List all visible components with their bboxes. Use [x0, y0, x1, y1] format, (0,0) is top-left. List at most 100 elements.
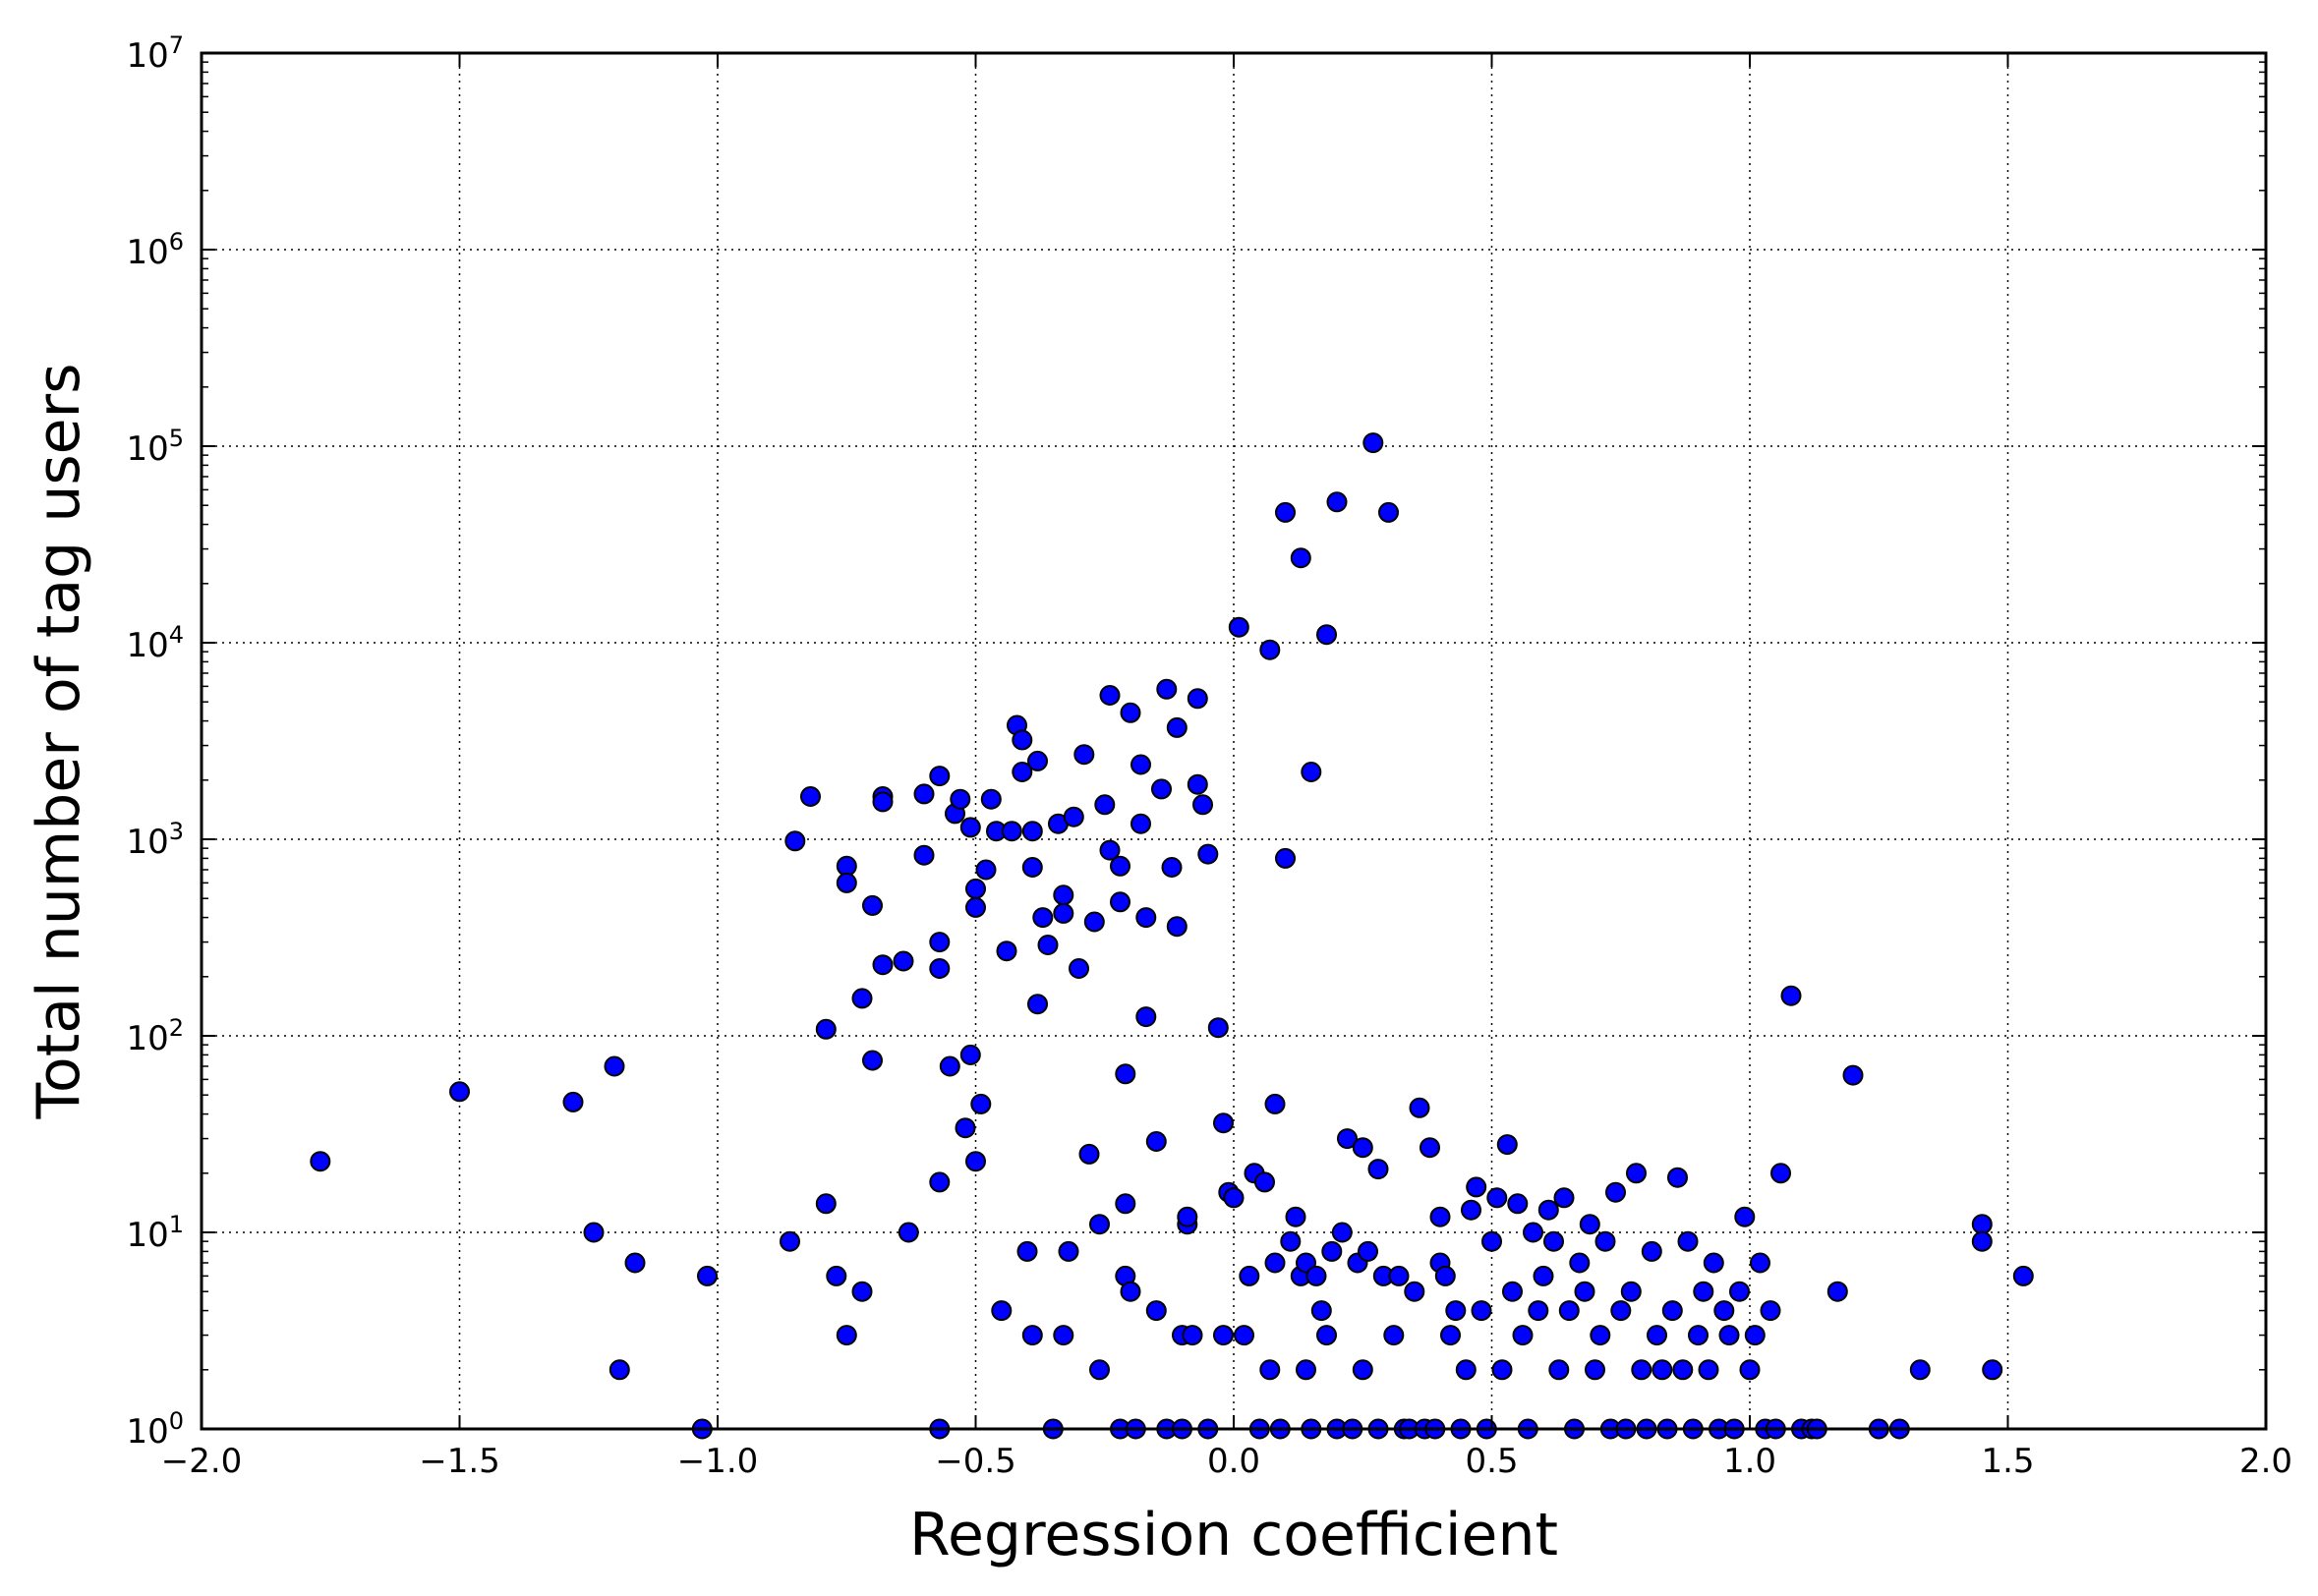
- data-point: [1053, 902, 1074, 924]
- data-point: [1110, 855, 1130, 877]
- data-point: [1455, 1359, 1477, 1381]
- x-tick-label: 1.0: [1723, 1442, 1776, 1481]
- data-point: [1135, 907, 1157, 929]
- data-point: [1207, 1017, 1229, 1039]
- data-point: [1826, 1281, 1848, 1302]
- data-point: [1301, 762, 1322, 782]
- data-point: [1058, 1240, 1079, 1262]
- data-point: [1641, 1240, 1662, 1262]
- data-point: [1110, 891, 1130, 913]
- data-point: [1115, 1193, 1136, 1215]
- data-point: [1239, 1265, 1260, 1286]
- y-tick-label: 107: [126, 31, 184, 76]
- data-point: [1734, 1206, 1756, 1227]
- data-point: [608, 1359, 630, 1381]
- data-point: [959, 817, 981, 838]
- data-point: [929, 932, 951, 953]
- data-point: [913, 783, 935, 805]
- data-point: [1094, 794, 1116, 816]
- data-point: [1982, 1359, 2003, 1381]
- data-point: [1605, 1181, 1626, 1203]
- data-point: [1115, 1063, 1136, 1085]
- data-point: [1352, 1359, 1373, 1381]
- data-point: [1842, 1064, 1864, 1086]
- data-point: [965, 896, 986, 918]
- data-point: [1362, 432, 1384, 454]
- data-point: [1099, 839, 1121, 861]
- data-point: [1404, 1281, 1425, 1302]
- data-point: [1631, 1359, 1652, 1381]
- data-point: [1661, 1300, 1683, 1322]
- data-point: [697, 1265, 718, 1286]
- data-point: [1770, 1163, 1791, 1184]
- data-point: [872, 954, 894, 976]
- data-point: [1677, 1230, 1699, 1252]
- data-point: [1461, 1199, 1481, 1221]
- data-point: [1502, 1281, 1523, 1302]
- data-point: [1021, 1325, 1043, 1346]
- data-point: [1021, 821, 1043, 842]
- data-point: [1590, 1325, 1611, 1346]
- data-point: [1069, 958, 1089, 979]
- data-point: [1760, 1300, 1781, 1322]
- data-point: [1321, 1240, 1343, 1262]
- data-point: [1647, 1325, 1667, 1346]
- plot-frame: [200, 51, 2268, 1431]
- data-point: [1310, 1300, 1332, 1322]
- data-point: [1234, 1325, 1254, 1346]
- data-point: [1744, 1325, 1766, 1346]
- y-axis-title: Total number of tag users: [25, 364, 93, 1120]
- data-point: [980, 788, 1002, 810]
- data-point: [1089, 1359, 1110, 1381]
- data-point: [1667, 1167, 1688, 1188]
- data-point: [862, 894, 883, 916]
- data-point: [1151, 778, 1172, 800]
- data-point: [1471, 1300, 1492, 1322]
- data-point: [1445, 1300, 1467, 1322]
- data-point: [1213, 1112, 1234, 1134]
- data-point: [1971, 1230, 1993, 1252]
- data-point: [1264, 1252, 1286, 1274]
- data-point: [1264, 1093, 1286, 1114]
- data-point: [1496, 1134, 1518, 1156]
- data-point: [1316, 1325, 1337, 1346]
- data-point: [1652, 1359, 1673, 1381]
- data-point: [1280, 1230, 1302, 1252]
- data-point: [1285, 1206, 1306, 1227]
- data-point: [624, 1252, 646, 1274]
- data-point: [1259, 639, 1281, 660]
- data-point: [562, 1091, 584, 1112]
- x-tick-label: −2.0: [161, 1442, 243, 1481]
- data-points: [310, 432, 2034, 1440]
- data-point: [991, 1300, 1013, 1322]
- data-point: [1558, 1300, 1580, 1322]
- data-point: [1156, 678, 1178, 700]
- x-tick-labels: −2.0 −1.5 −1.0 −0.5 0.0 0.5 1.0 1.5 2.0: [161, 1442, 2292, 1481]
- data-point: [1434, 1265, 1456, 1286]
- data-point: [1053, 884, 1074, 906]
- data-point: [1012, 762, 1033, 782]
- data-point: [1548, 1359, 1570, 1381]
- data-point: [1305, 1265, 1327, 1286]
- data-point: [1177, 1206, 1198, 1227]
- data-point: [1063, 806, 1084, 827]
- data-point: [1166, 716, 1188, 738]
- y-tick-label: 100: [126, 1407, 184, 1452]
- data-point: [1528, 1300, 1549, 1322]
- data-point: [1383, 1325, 1405, 1346]
- y-tick-label: 105: [126, 425, 184, 469]
- x-tick-label: 1.5: [1981, 1442, 2034, 1481]
- data-point: [1073, 744, 1095, 766]
- data-point: [1594, 1230, 1616, 1252]
- data-point: [1713, 1300, 1735, 1322]
- data-point: [1537, 1199, 1559, 1221]
- data-point: [1161, 857, 1183, 878]
- data-point: [939, 1055, 960, 1077]
- data-point: [1429, 1206, 1451, 1227]
- data-point: [996, 940, 1017, 962]
- y-tick-label: 104: [126, 621, 184, 665]
- data-point: [862, 1050, 883, 1071]
- data-point: [965, 1151, 986, 1172]
- data-point: [1610, 1300, 1632, 1322]
